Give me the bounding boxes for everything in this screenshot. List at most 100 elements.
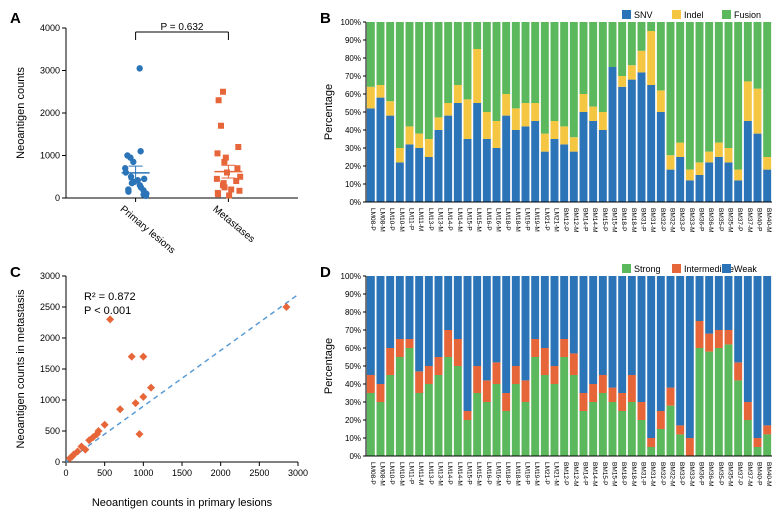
svg-text:BM32-P: BM32-P — [659, 462, 666, 485]
svg-text:LM21-P: LM21-P — [543, 208, 550, 231]
svg-text:LM11-M: LM11-M — [417, 462, 424, 485]
panel-b: B 0%10%20%30%40%50%60%70%80%90%100%Perce… — [318, 8, 778, 258]
svg-text:BM15-M: BM15-M — [611, 208, 618, 233]
svg-text:BM36-M: BM36-M — [707, 208, 714, 233]
svg-text:BM12-M: BM12-M — [572, 462, 579, 487]
svg-text:BM35-M: BM35-M — [727, 208, 734, 233]
svg-text:40%: 40% — [345, 126, 361, 135]
svg-text:500: 500 — [97, 468, 112, 478]
svg-text:BM40-M: BM40-M — [765, 208, 772, 233]
svg-text:BM37-M: BM37-M — [746, 462, 753, 487]
panel-c: C 05001000150020002500300005001000150020… — [8, 262, 308, 512]
svg-text:50%: 50% — [345, 362, 361, 371]
svg-text:BM14-P: BM14-P — [582, 462, 589, 485]
svg-text:BM31-M: BM31-M — [649, 208, 656, 233]
svg-text:BM35-P: BM35-P — [717, 462, 724, 485]
panel-d-label: D — [320, 264, 331, 281]
svg-text:P < 0.001: P < 0.001 — [84, 305, 131, 317]
svg-text:1000: 1000 — [40, 395, 60, 405]
svg-text:100%: 100% — [341, 272, 361, 281]
svg-text:30%: 30% — [345, 398, 361, 407]
svg-text:BM36-P: BM36-P — [698, 208, 705, 231]
svg-text:LM08-P: LM08-P — [369, 462, 376, 485]
svg-text:BM14-P: BM14-P — [582, 208, 589, 231]
svg-text:BM32-M: BM32-M — [669, 208, 676, 233]
svg-text:500: 500 — [45, 426, 60, 436]
svg-text:2500: 2500 — [249, 468, 269, 478]
svg-text:LM13-M: LM13-M — [437, 462, 444, 486]
svg-text:Fusion: Fusion — [734, 10, 761, 20]
svg-text:20%: 20% — [345, 416, 361, 425]
svg-text:BM32-P: BM32-P — [659, 208, 666, 231]
svg-text:LM19-M: LM19-M — [533, 462, 540, 486]
svg-text:BM12-P: BM12-P — [562, 208, 569, 231]
svg-text:1500: 1500 — [40, 364, 60, 374]
svg-text:Percentage: Percentage — [323, 338, 335, 394]
svg-text:70%: 70% — [345, 326, 361, 335]
svg-text:40%: 40% — [345, 380, 361, 389]
svg-text:LM18-P: LM18-P — [504, 208, 511, 231]
svg-text:3000: 3000 — [40, 271, 60, 281]
svg-text:BM12-P: BM12-P — [562, 462, 569, 485]
svg-text:Strong: Strong — [634, 264, 661, 274]
svg-text:10%: 10% — [345, 434, 361, 443]
svg-text:BM32-M: BM32-M — [669, 462, 676, 487]
svg-text:LM21-P: LM21-P — [543, 462, 550, 485]
svg-text:LM21-M: LM21-M — [553, 208, 560, 232]
svg-text:BM18-P: BM18-P — [620, 462, 627, 485]
svg-text:0%: 0% — [349, 452, 361, 461]
svg-text:LM14-M: LM14-M — [456, 208, 463, 232]
svg-text:20%: 20% — [345, 162, 361, 171]
svg-text:BM37-P: BM37-P — [736, 208, 743, 231]
svg-text:30%: 30% — [345, 144, 361, 153]
svg-text:BM33-M: BM33-M — [688, 462, 695, 487]
svg-text:80%: 80% — [345, 308, 361, 317]
svg-text:BM12-M: BM12-M — [572, 208, 579, 233]
svg-text:70%: 70% — [345, 72, 361, 81]
svg-text:LM18-M: LM18-M — [514, 208, 521, 232]
svg-text:Neoantigen counts in metastasi: Neoantigen counts in metastasis — [15, 289, 27, 448]
svg-text:2000: 2000 — [40, 333, 60, 343]
svg-text:R² = 0.872: R² = 0.872 — [84, 291, 136, 303]
svg-text:BM37-P: BM37-P — [736, 462, 743, 485]
svg-text:LM19-P: LM19-P — [524, 462, 531, 485]
svg-text:BM15-M: BM15-M — [611, 462, 618, 487]
svg-text:LM10-M: LM10-M — [398, 462, 405, 486]
svg-text:LM08-P: LM08-P — [369, 208, 376, 231]
panel-b-label: B — [320, 10, 331, 27]
svg-text:2000: 2000 — [211, 468, 231, 478]
svg-text:Weak: Weak — [734, 264, 757, 274]
svg-text:LM16-M: LM16-M — [495, 462, 502, 486]
svg-text:LM14-P: LM14-P — [446, 208, 453, 231]
svg-text:LM15-P: LM15-P — [466, 208, 473, 231]
svg-text:1500: 1500 — [172, 468, 192, 478]
svg-text:0%: 0% — [349, 198, 361, 207]
svg-text:3000: 3000 — [288, 468, 308, 478]
svg-text:BM35-P: BM35-P — [717, 208, 724, 231]
svg-text:BM18-P: BM18-P — [620, 208, 627, 231]
stacked-bar-chart-d: 0%10%20%30%40%50%60%70%80%90%100%Percent… — [318, 262, 778, 512]
svg-text:1000: 1000 — [133, 468, 153, 478]
svg-text:BM33-P: BM33-P — [678, 462, 685, 485]
svg-text:90%: 90% — [345, 290, 361, 299]
svg-text:BM36-P: BM36-P — [698, 462, 705, 485]
svg-text:LM08-M: LM08-M — [379, 462, 386, 486]
svg-text:2000: 2000 — [40, 108, 60, 118]
svg-text:BM33-P: BM33-P — [678, 208, 685, 231]
svg-text:BM14-M: BM14-M — [591, 208, 598, 233]
svg-text:2500: 2500 — [40, 302, 60, 312]
svg-text:BM37-M: BM37-M — [746, 208, 753, 233]
svg-text:LM16-P: LM16-P — [485, 208, 492, 231]
svg-text:BM31-M: BM31-M — [649, 462, 656, 487]
svg-text:100%: 100% — [341, 18, 361, 27]
scatter-regression-chart: 0500100015002000250030000500100015002000… — [8, 262, 308, 512]
svg-text:BM40-M: BM40-M — [765, 462, 772, 487]
svg-text:LM11-P: LM11-P — [408, 208, 415, 230]
svg-text:0: 0 — [55, 457, 60, 467]
svg-text:LM11-M: LM11-M — [417, 208, 424, 231]
panel-a: A 01000200030004000Neoantigen countsPrim… — [8, 8, 308, 258]
svg-text:LM10-M: LM10-M — [398, 208, 405, 232]
stacked-bar-chart-b: 0%10%20%30%40%50%60%70%80%90%100%Percent… — [318, 8, 778, 258]
svg-text:Percentage: Percentage — [323, 84, 335, 140]
svg-text:4000: 4000 — [40, 23, 60, 33]
